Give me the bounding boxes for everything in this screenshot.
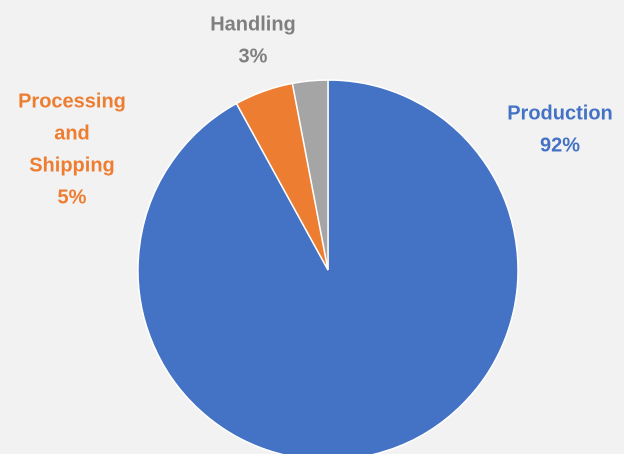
data-label-percent: 92%: [540, 134, 580, 156]
data-label-name: Production: [507, 102, 613, 124]
data-label-name: and: [54, 122, 90, 144]
data-label-percent: 3%: [239, 45, 268, 67]
data-label-handling: Handling 3%: [210, 13, 296, 67]
data-label-name: Handling: [210, 13, 296, 35]
data-label-name: Shipping: [29, 154, 115, 176]
data-label-processing-and-shipping: Processing and Shipping 5%: [18, 90, 126, 208]
data-label-production: Production 92%: [507, 102, 613, 156]
data-label-name: Processing: [18, 90, 126, 112]
data-label-percent: 5%: [58, 186, 87, 208]
pie-slices: [138, 80, 518, 454]
